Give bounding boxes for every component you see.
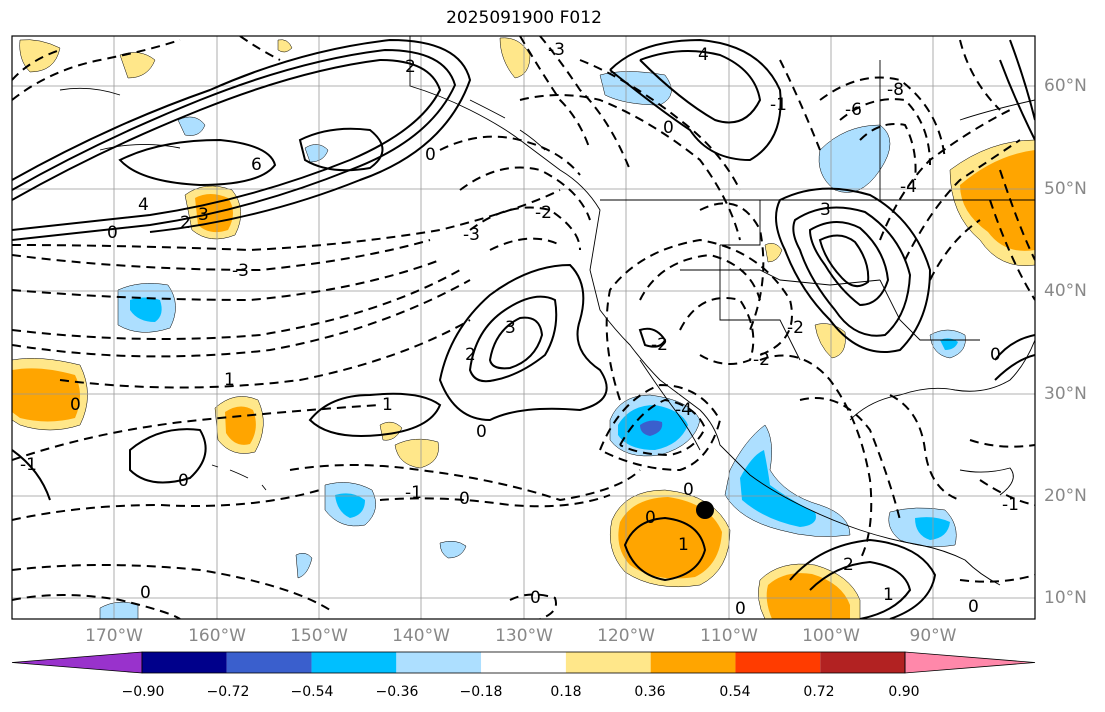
lon-label: 90°W bbox=[909, 626, 957, 646]
contour-label: 0 bbox=[735, 599, 746, 619]
contour-label: 4 bbox=[698, 45, 709, 65]
colorbar-frame bbox=[141, 651, 906, 674]
contour-label: -3 bbox=[463, 225, 480, 245]
contour-label: -4 bbox=[675, 400, 692, 420]
contour-label: 2 bbox=[405, 57, 416, 77]
contour-label: -1 bbox=[405, 483, 422, 503]
colorbar bbox=[11, 651, 1036, 674]
lon-label: 150°W bbox=[290, 626, 348, 646]
lon-label: 160°W bbox=[188, 626, 246, 646]
contour-labels: 6 4 3 2 0 -3 3 2 1 0 1 0 0 0 0 0 0 0 0 1… bbox=[20, 40, 1019, 619]
contour-label: 0 bbox=[425, 145, 436, 165]
contour-label: 3 bbox=[198, 205, 209, 225]
colorbar-segment bbox=[735, 652, 821, 673]
contour-label: -3 bbox=[232, 261, 249, 281]
shaded-anomaly-areas bbox=[12, 37, 1035, 619]
contour-label: -1 bbox=[770, 95, 787, 115]
colorbar-segment bbox=[11, 651, 143, 674]
colorbar-tick-label: 0.36 bbox=[634, 684, 666, 700]
contour-label: 0 bbox=[178, 471, 189, 491]
contour-label: 0 bbox=[683, 480, 694, 500]
positive-contours bbox=[12, 38, 1035, 619]
contour-label: -2 bbox=[651, 335, 668, 355]
contour-label: 3 bbox=[820, 200, 831, 220]
contour-label: -2 bbox=[535, 203, 552, 223]
colorbar-segment bbox=[820, 652, 905, 673]
contour-label: 0 bbox=[70, 395, 81, 415]
lat-label: 50°N bbox=[1044, 179, 1087, 199]
colorbar-segment bbox=[904, 651, 1036, 674]
colorbar-tick-label: 0.72 bbox=[803, 684, 835, 700]
lat-label: 60°N bbox=[1044, 76, 1087, 96]
contour-label: 1 bbox=[678, 535, 689, 555]
contour-label: -6 bbox=[845, 100, 862, 120]
colorbar-segment bbox=[396, 652, 482, 673]
colorbar-segment bbox=[565, 652, 651, 673]
lat-label: 10°N bbox=[1044, 588, 1087, 608]
contour-label: -1 bbox=[1002, 495, 1019, 515]
contour-label: 0 bbox=[530, 588, 541, 608]
negative-contours bbox=[12, 36, 1035, 619]
storm-center-marker bbox=[696, 501, 714, 519]
lon-label: 130°W bbox=[495, 626, 553, 646]
contour-label: 0 bbox=[645, 508, 656, 528]
colorbar-segment bbox=[311, 652, 397, 673]
contour-label: 1 bbox=[224, 370, 235, 390]
contour-label: -8 bbox=[887, 80, 904, 100]
contour-label: 0 bbox=[140, 583, 151, 603]
colorbar-tick-label: −0.72 bbox=[206, 684, 250, 700]
contour-label: 0 bbox=[968, 597, 979, 617]
contour-label: 2 bbox=[843, 555, 854, 575]
lon-label: 120°W bbox=[597, 626, 655, 646]
colorbar-tick-label: 0.18 bbox=[550, 684, 582, 700]
colorbar-segment bbox=[481, 652, 566, 673]
colorbar-tick-label: −0.54 bbox=[290, 684, 334, 700]
colorbar-tick-label: −0.36 bbox=[375, 684, 419, 700]
colorbar-tick-label: 0.90 bbox=[888, 684, 920, 700]
contour-label: 1 bbox=[382, 395, 393, 415]
contour-label: -4 bbox=[900, 177, 917, 197]
contour-label: 0 bbox=[476, 422, 487, 442]
contour-label: 2 bbox=[465, 345, 476, 365]
colorbar-segment bbox=[142, 652, 227, 673]
contour-label: -2 bbox=[753, 350, 770, 370]
contour-label: 6 bbox=[251, 155, 262, 175]
colorbar-segment bbox=[226, 652, 312, 673]
contour-label: 0 bbox=[459, 489, 470, 509]
contour-label: 4 bbox=[138, 195, 149, 215]
map-title: 2025091900 F012 bbox=[446, 8, 602, 28]
colorbar-segment bbox=[650, 652, 736, 673]
contour-label: 2 bbox=[180, 213, 191, 233]
lat-label: 20°N bbox=[1044, 486, 1087, 506]
lat-label: 40°N bbox=[1044, 281, 1087, 301]
lat-label: 30°N bbox=[1044, 384, 1087, 404]
contour-label: 0 bbox=[107, 223, 118, 243]
contour-label: 3 bbox=[505, 318, 516, 338]
lon-label: 110°W bbox=[700, 626, 758, 646]
colorbar-tick-label: 0.54 bbox=[719, 684, 751, 700]
map-frame bbox=[11, 35, 1036, 620]
lon-label: 170°W bbox=[85, 626, 143, 646]
contour-label: -3 bbox=[548, 40, 565, 60]
lon-label: 100°W bbox=[802, 626, 860, 646]
colorbar-tick-label: −0.18 bbox=[459, 684, 503, 700]
contour-label: -1 bbox=[20, 455, 37, 475]
lon-label: 140°W bbox=[392, 626, 450, 646]
colorbar-tick-label: −0.90 bbox=[121, 684, 165, 700]
contour-label: -2 bbox=[787, 318, 804, 338]
contour-label: 0 bbox=[663, 118, 674, 138]
graticule bbox=[12, 36, 1035, 619]
contour-label: 0 bbox=[990, 345, 1001, 365]
contour-label: 1 bbox=[883, 585, 894, 605]
